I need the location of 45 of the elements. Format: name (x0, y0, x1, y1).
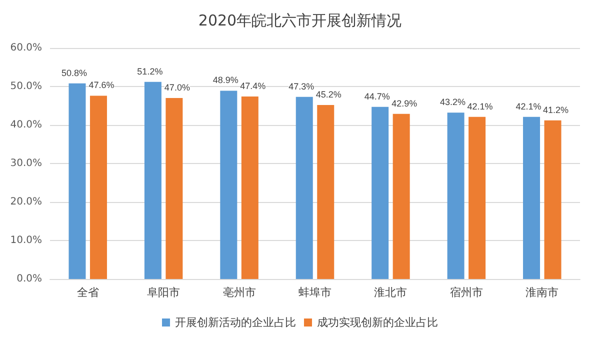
data-label: 41.2% (543, 104, 569, 115)
bar (296, 96, 313, 279)
data-label: 50.8% (61, 68, 87, 78)
data-label: 47.0% (164, 82, 190, 93)
bar (523, 116, 540, 279)
x-tick-label: 阜阳市 (147, 286, 180, 299)
y-tick-label: 10.0% (10, 235, 42, 246)
x-tick-label: 全省 (76, 286, 99, 299)
y-tick-label: 0.0% (16, 274, 42, 284)
x-tick-label: 蚌埠市 (298, 286, 332, 299)
bar (90, 96, 107, 279)
bar (144, 82, 162, 279)
data-label: 47.3% (288, 81, 314, 92)
y-tick-label: 40.0% (10, 120, 42, 130)
chart-title: 2020年皖北六市开展创新情况 (198, 12, 402, 30)
y-tick-label: 20.0% (10, 196, 42, 208)
data-label: 45.2% (316, 89, 342, 100)
data-label: 47.6% (88, 80, 114, 90)
x-tick-label: 宿州市 (450, 286, 483, 299)
bar (447, 112, 464, 279)
bar (317, 104, 334, 279)
legend-label: 开展创新活动的企业占比 (175, 316, 296, 329)
y-tick-label: 30.0% (10, 158, 42, 169)
data-label: 44.7% (364, 91, 390, 102)
data-label: 43.2% (440, 97, 466, 108)
bar (372, 106, 389, 279)
data-label: 51.2% (137, 66, 163, 76)
x-tick-label: 淮南市 (526, 286, 559, 299)
bar (544, 120, 562, 279)
data-label: 47.4% (240, 81, 266, 92)
y-tick-label: 50.0% (10, 81, 42, 92)
data-label: 42.1% (516, 101, 542, 112)
bar (166, 98, 183, 279)
bar (468, 116, 486, 279)
x-tick-label: 亳州市 (222, 286, 256, 299)
data-label: 42.9% (392, 98, 418, 108)
y-tick-label: 60.0% (10, 42, 42, 54)
bar (68, 83, 86, 279)
bar (220, 90, 238, 279)
data-label: 48.9% (212, 75, 238, 86)
data-label: 42.1% (467, 101, 493, 112)
bar (392, 114, 410, 279)
bar (241, 96, 258, 279)
legend-label: 成功实现创新的企业占比 (317, 316, 438, 329)
x-tick-label: 淮北市 (374, 286, 408, 299)
